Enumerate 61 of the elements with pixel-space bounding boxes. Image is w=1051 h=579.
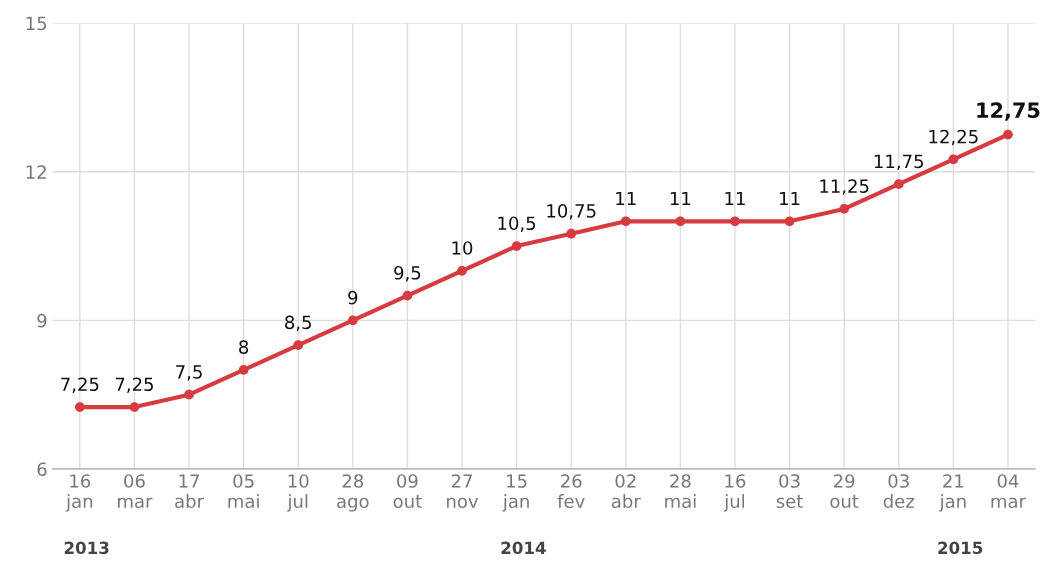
data-label: 7,25 — [115, 377, 153, 393]
data-label: 9,5 — [394, 265, 421, 282]
point — [948, 154, 959, 165]
point — [74, 402, 85, 412]
text: 2014 — [501, 541, 546, 555]
data-label: 11,75 — [874, 154, 924, 170]
data-label: 10,75 — [547, 204, 596, 220]
data-label: 7,25 — [61, 377, 99, 393]
data-label: 12,75 — [977, 102, 1040, 121]
text: 2013 — [64, 541, 109, 555]
data-label: 11 — [670, 191, 691, 206]
x-tick-label: 05 mai — [228, 474, 259, 509]
point — [893, 179, 904, 190]
y-tick-label: 9 — [37, 313, 47, 328]
x-tick-label: 21 jan — [939, 474, 966, 512]
point — [511, 241, 522, 251]
data-label: 11 — [616, 191, 636, 206]
x-tick-label: 27 nov — [447, 474, 479, 509]
x-tick-label: 04 mar — [991, 474, 1026, 509]
x-tick-label: 29 out — [830, 474, 859, 509]
point — [293, 340, 304, 351]
data-label: 12,25 — [929, 129, 978, 146]
x-tick-label: 15 jan — [502, 474, 529, 512]
point — [129, 402, 140, 412]
point — [839, 204, 850, 214]
data-label: 11 — [725, 191, 745, 206]
x-tick-label: 16 jan — [65, 474, 93, 512]
data-label: 11,25 — [820, 179, 869, 195]
x-tick-label: 10 jul — [287, 474, 309, 512]
data-label: 11 — [780, 191, 800, 206]
point — [1003, 129, 1013, 140]
x-tick-label: 09 out — [393, 474, 422, 509]
point — [238, 365, 249, 375]
x-tick-label: 17 abr — [175, 474, 205, 509]
x-tick-label: 06 mar — [118, 474, 153, 509]
data-label: 9 — [348, 290, 358, 305]
data-label: 10,5 — [498, 216, 536, 232]
point — [566, 228, 577, 239]
data-label: 7,5 — [176, 365, 202, 381]
x-tick-label: 26 fev — [557, 474, 585, 509]
x-tick-label: 28 mai — [665, 474, 696, 509]
y-tick-label: 12 — [26, 165, 46, 179]
text: 2015 — [938, 541, 983, 555]
point — [184, 389, 194, 400]
point — [347, 315, 358, 326]
point — [402, 290, 413, 301]
x-tick-label: 16 jul — [723, 474, 746, 512]
x-tick-label: 28 ago — [337, 474, 369, 512]
y-tick-label: 15 — [26, 16, 47, 31]
point — [457, 265, 467, 276]
point — [620, 216, 631, 227]
x-tick-label: 03 dez — [883, 474, 914, 509]
data-label: 10 — [452, 241, 473, 255]
data-label: 8 — [239, 340, 249, 354]
point — [675, 216, 686, 227]
y-tick-label: 6 — [37, 462, 47, 477]
x-tick-label: 02 abr — [611, 474, 641, 509]
point — [730, 216, 740, 227]
point — [784, 216, 795, 227]
x-tick-label: 03 set — [776, 474, 803, 509]
data-label: 8,5 — [285, 315, 311, 331]
